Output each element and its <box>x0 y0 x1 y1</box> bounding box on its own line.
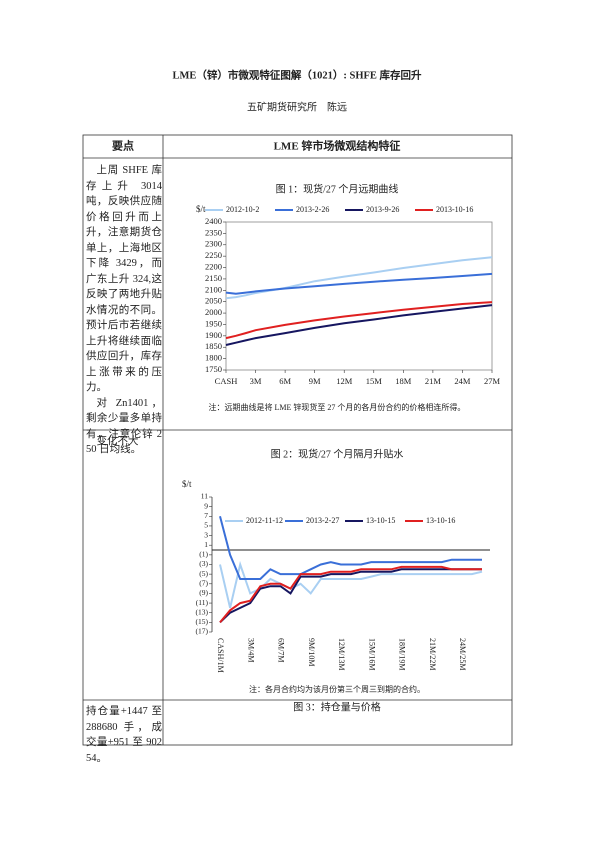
y-tick-label: 1850 <box>205 341 222 351</box>
series-line <box>225 272 493 295</box>
y-tick-label: (1) <box>199 550 208 559</box>
x-tick-label: 18M/19M <box>398 638 407 670</box>
y-tick-label: 2350 <box>205 227 222 237</box>
series-line <box>219 516 482 580</box>
x-tick-label: 24M/25M <box>458 638 467 670</box>
y-tick-label: 2100 <box>205 284 222 294</box>
y-axis-label: $/t <box>182 479 192 489</box>
x-tick-label: 15M/16M <box>367 638 376 670</box>
y-tick-label: 2200 <box>205 261 222 271</box>
y-tick-label: 11 <box>201 492 208 501</box>
y-tick-label: 1900 <box>205 330 222 340</box>
row-text: 变化不大 <box>86 434 162 450</box>
x-tick-label: CASH <box>215 376 238 386</box>
paragraph: 变化不大 <box>96 436 139 447</box>
x-tick-label: 6M <box>279 376 291 386</box>
chart-title: 图 2：现货/27 个月隔月升贴水 <box>271 447 404 460</box>
y-tick-label: (15) <box>196 617 209 626</box>
chart-note: 注：远期曲线是将 LME 锌现货至 27 个月的各月份合约的价格相连所得。 <box>209 402 466 412</box>
legend-label: 2012-11-12 <box>246 516 283 525</box>
x-tick-label: 15M <box>366 376 383 386</box>
x-tick-label: 9M/10M <box>307 638 316 666</box>
chart-title: 图 3：持仓量与价格 <box>293 700 381 713</box>
row-text: 持仓量+1447 至 288680 手，成交量+951 至 90254。 <box>86 704 162 766</box>
legend-label: 2012-10-2 <box>226 205 259 214</box>
y-tick-label: (11) <box>196 598 209 607</box>
legend-label: 13-10-16 <box>426 516 455 525</box>
y-tick-label: (17) <box>196 627 209 636</box>
x-tick-label: 12M <box>336 376 353 386</box>
paragraph: 对 Zn1401，剩余少量多单持有，注意伦锌 250 日均线。 <box>86 397 162 456</box>
legend-label: 2013-10-16 <box>436 205 473 214</box>
series-line <box>219 568 482 624</box>
paragraph: 持仓量+1447 至 288680 手，成交量+951 至 90254。 <box>86 706 162 764</box>
y-tick-label: 1750 <box>205 364 222 374</box>
x-tick-label: 21M <box>425 376 442 386</box>
x-tick-label: 18M <box>395 376 412 386</box>
table-header: LME 锌市场微观结构特征 <box>274 139 401 153</box>
table-header: 要点 <box>112 139 134 153</box>
y-tick-label: 1950 <box>205 318 222 328</box>
y-tick-label: 2050 <box>205 296 222 306</box>
paragraph: 上周 SHFE 库存上升 3014 吨，反映供应随价格回升而上升，注意期货仓单上… <box>86 165 162 393</box>
series-line <box>225 301 493 340</box>
y-tick-label: (3) <box>199 559 208 568</box>
legend-label: 2013-2-27 <box>306 516 339 525</box>
y-tick-label: 1800 <box>205 353 222 363</box>
y-tick-label: (9) <box>199 588 208 597</box>
series-line <box>225 304 493 346</box>
table-grid <box>82 134 513 746</box>
y-tick-label: (13) <box>196 607 209 616</box>
chart-note: 注：各月合约均为该月份第三个周三到期的合约。 <box>249 684 425 694</box>
x-tick-label: 9M <box>309 376 321 386</box>
y-axis-label: $/t <box>196 204 206 214</box>
x-tick-label: 6M/7M <box>277 638 286 662</box>
legend-label: 13-10-15 <box>366 516 395 525</box>
x-tick-label: 24M <box>454 376 471 386</box>
y-tick-label: 3 <box>204 530 208 539</box>
y-tick-label: 2000 <box>205 307 222 317</box>
y-tick-label: 9 <box>204 501 208 510</box>
y-tick-label: 5 <box>204 521 208 530</box>
y-tick-label: 2250 <box>205 250 222 260</box>
chart-title: 图 1：现货/27 个月远期曲线 <box>276 182 399 195</box>
series-line <box>219 565 482 624</box>
y-tick-label: 7 <box>204 511 208 520</box>
y-tick-label: (5) <box>199 569 208 578</box>
y-tick-label: 2300 <box>205 239 222 249</box>
x-tick-label: 3M <box>250 376 262 386</box>
legend-label: 2013-9-26 <box>366 205 399 214</box>
y-tick-label: 1 <box>204 540 208 549</box>
plot-frame <box>225 221 493 371</box>
x-tick-label: 3M/4M <box>246 638 255 662</box>
x-tick-label: 12M/13M <box>337 638 346 670</box>
y-tick-label: 2400 <box>205 216 222 226</box>
y-tick-label: 2150 <box>205 273 222 283</box>
row-text: 上周 SHFE 库存上升 3014 吨，反映供应随价格回升而上升，注意期货仓单上… <box>86 163 162 458</box>
series-line <box>225 256 493 300</box>
doc-subtitle: 五矿期货研究所 陈远 <box>247 100 347 113</box>
legend-label: 2013-2-26 <box>296 205 329 214</box>
y-tick-label: (7) <box>199 579 208 588</box>
x-tick-label: 21M/22M <box>428 638 437 670</box>
x-tick-label: 27M <box>484 376 501 386</box>
x-tick-label: CASH/1M <box>216 638 225 673</box>
doc-title: LME（锌）市微观特征图解（1021）: SHFE 库存回升 <box>172 68 422 81</box>
